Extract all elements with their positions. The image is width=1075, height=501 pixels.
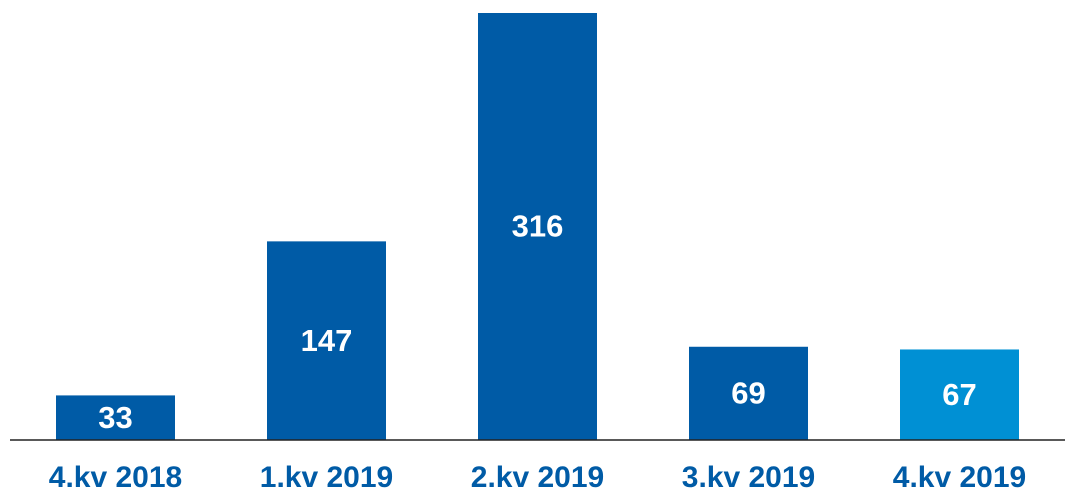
bar <box>689 346 808 440</box>
bar <box>56 395 175 440</box>
x-tick-label: 4.kv 2019 <box>893 461 1026 494</box>
data-label: 67 <box>942 377 976 412</box>
data-label: 69 <box>731 376 765 411</box>
x-tick-label: 1.kv 2019 <box>260 461 393 494</box>
bar <box>900 349 1019 440</box>
data-label: 147 <box>301 323 353 358</box>
x-tick-label: 2.kv 2019 <box>471 461 604 494</box>
x-tick-label: 4.kv 2018 <box>49 461 182 494</box>
x-tick-label: 3.kv 2019 <box>682 461 815 494</box>
bar <box>267 241 386 440</box>
data-label: 33 <box>98 400 132 435</box>
data-label: 316 <box>512 209 564 244</box>
bar <box>478 13 597 440</box>
